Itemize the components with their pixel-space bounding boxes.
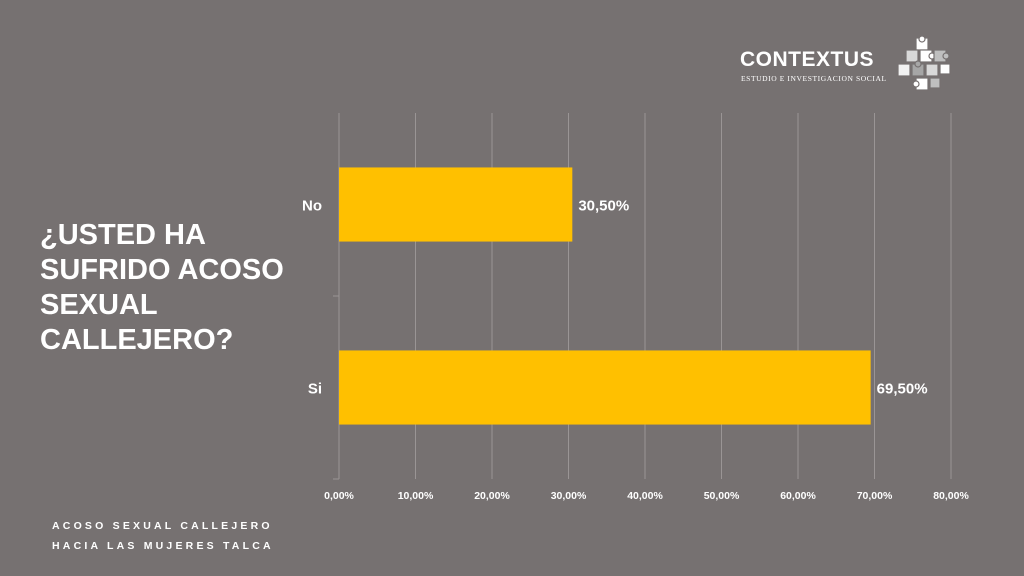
x-tick-label: 60,00%: [780, 490, 816, 502]
x-tick-label: 70,00%: [857, 490, 893, 502]
bar-no: [339, 167, 573, 242]
x-tick-label: 30,00%: [551, 490, 587, 502]
category-label: Si: [308, 381, 322, 398]
brand-name: CONTEXTUS: [740, 48, 875, 71]
x-tick-label: 10,00%: [398, 490, 434, 502]
labels: 0,00% 10,00% 20,00% 30,00% 40,00% 50,00% 60,00…: [302, 198, 969, 503]
x-tick-label: 40,00%: [627, 490, 663, 502]
bar-si: [339, 350, 871, 425]
brand-logo: CONTEXTUS ESTUDIO E INVESTIGACION SOCIAL: [738, 36, 958, 96]
question-title: ¿USTED HA SUFRIDO ACOSO SEXUAL CALLEJERO…: [40, 219, 284, 356]
bars: [339, 167, 871, 425]
footer-line-1: ACOSO SEXUAL CALLEJERO: [52, 520, 273, 532]
x-tick-label: 80,00%: [933, 490, 969, 502]
footer-line-2: HACIA LAS MUJERES TALCA: [52, 540, 274, 552]
data-label: 30,50%: [578, 198, 629, 215]
brand-tagline: ESTUDIO E INVESTIGACION SOCIAL: [741, 74, 887, 83]
x-tick-label: 50,00%: [704, 490, 740, 502]
category-label: No: [302, 198, 322, 215]
footer-caption: ACOSO SEXUAL CALLEJERO HACIA LAS MUJERES…: [52, 516, 274, 556]
category-axis: [333, 113, 340, 480]
puzzle-icon: [897, 36, 951, 91]
x-tick-label: 0,00%: [324, 490, 354, 502]
x-tick-label: 20,00%: [474, 490, 510, 502]
data-label: 69,50%: [877, 381, 928, 398]
